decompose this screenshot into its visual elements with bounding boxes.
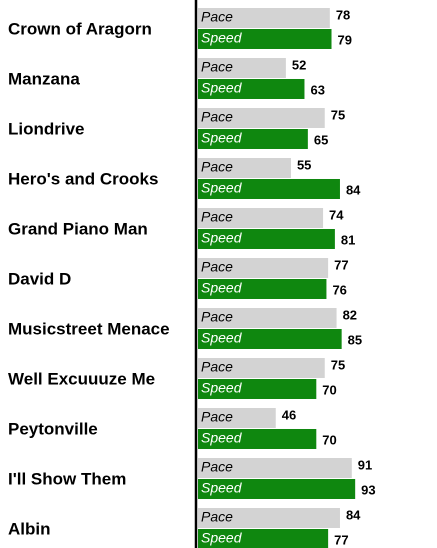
- value-label: 63: [310, 82, 324, 97]
- category-label: Manzana: [8, 69, 80, 88]
- series-label: Pace: [201, 509, 233, 525]
- bar: [198, 358, 325, 378]
- series-label: Speed: [201, 330, 243, 346]
- category-label: Liondrive: [8, 119, 85, 138]
- category-label: Peytonville: [8, 419, 98, 438]
- bar: [198, 429, 317, 449]
- bar: [198, 129, 308, 149]
- value-label: 81: [341, 232, 355, 247]
- value-label: 77: [334, 257, 348, 272]
- value-label: 70: [322, 432, 336, 447]
- series-label: Speed: [201, 480, 243, 496]
- series-label: Pace: [201, 459, 233, 475]
- series-label: Speed: [201, 530, 243, 546]
- bar: [198, 258, 329, 278]
- bar: [198, 58, 286, 78]
- bar: [198, 29, 332, 49]
- category-label: I'll Show Them: [8, 469, 126, 488]
- category-label: Crown of Aragorn: [8, 19, 152, 38]
- category-label: Albin: [8, 519, 51, 538]
- bar: [198, 279, 327, 299]
- bar: [198, 179, 340, 199]
- series-label: Pace: [201, 159, 233, 175]
- value-label: 65: [314, 132, 328, 147]
- bar: [198, 379, 317, 399]
- series-label: Pace: [201, 359, 233, 375]
- bar: [198, 8, 330, 28]
- series-label: Speed: [201, 30, 243, 46]
- value-label: 75: [331, 357, 345, 372]
- value-label: 70: [322, 382, 336, 397]
- series-label: Speed: [201, 80, 243, 96]
- bar: [198, 108, 325, 128]
- value-label: 74: [329, 207, 344, 222]
- series-label: Pace: [201, 309, 233, 325]
- value-label: 55: [297, 157, 311, 172]
- bar: [198, 529, 329, 548]
- value-label: 52: [292, 57, 306, 72]
- value-label: 84: [346, 507, 361, 522]
- category-label: Musicstreet Menace: [8, 319, 170, 338]
- series-label: Pace: [201, 109, 233, 125]
- bar: [198, 408, 276, 428]
- value-label: 78: [336, 7, 350, 22]
- series-label: Speed: [201, 280, 243, 296]
- series-label: Speed: [201, 130, 243, 146]
- category-label: Well Excuuuze Me: [8, 369, 155, 388]
- value-label: 93: [361, 482, 375, 497]
- value-label: 85: [348, 332, 362, 347]
- value-label: 84: [346, 182, 361, 197]
- value-label: 91: [358, 457, 372, 472]
- series-label: Speed: [201, 430, 243, 446]
- category-label: Grand Piano Man: [8, 219, 148, 238]
- value-label: 79: [338, 32, 352, 47]
- bar: [198, 208, 324, 228]
- series-label: Speed: [201, 230, 243, 246]
- bar: [198, 458, 352, 478]
- value-label: 76: [332, 282, 346, 297]
- bar: [198, 479, 356, 499]
- category-label: David D: [8, 269, 71, 288]
- category-label: Hero's and Crooks: [8, 169, 158, 188]
- series-label: Pace: [201, 59, 233, 75]
- bar: [198, 158, 291, 178]
- bar: [198, 79, 305, 99]
- series-label: Speed: [201, 180, 243, 196]
- bar: [198, 329, 342, 349]
- bar: [198, 508, 340, 528]
- value-label: 77: [334, 532, 348, 547]
- bar: [198, 308, 337, 328]
- series-label: Pace: [201, 209, 233, 225]
- value-label: 75: [331, 107, 345, 122]
- bar: [198, 229, 335, 249]
- series-label: Pace: [201, 9, 233, 25]
- value-label: 46: [282, 407, 296, 422]
- series-label: Speed: [201, 380, 243, 396]
- series-label: Pace: [201, 259, 233, 275]
- series-label: Pace: [201, 409, 233, 425]
- value-label: 82: [343, 307, 357, 322]
